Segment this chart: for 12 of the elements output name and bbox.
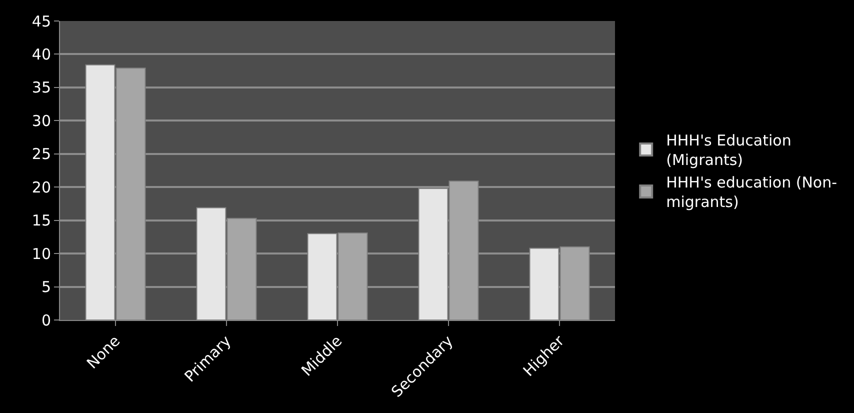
y-tick-label: 10 xyxy=(32,244,51,263)
y-tick-label: 40 xyxy=(32,45,51,64)
y-tick-label: 5 xyxy=(41,278,51,296)
legend-label: HHH's education (Non-migrants) xyxy=(666,174,838,212)
y-tick-label: 0 xyxy=(41,311,51,330)
y-tick-label: 35 xyxy=(32,78,51,97)
y-tick-label: 25 xyxy=(32,145,51,164)
y-tick-label: 15 xyxy=(32,212,51,230)
legend-label: HHH's Education (Migrants) xyxy=(666,132,792,170)
y-tick-label: 20 xyxy=(32,178,51,196)
y-tick-label: 30 xyxy=(32,112,51,130)
y-tick-label: 45 xyxy=(32,12,51,30)
